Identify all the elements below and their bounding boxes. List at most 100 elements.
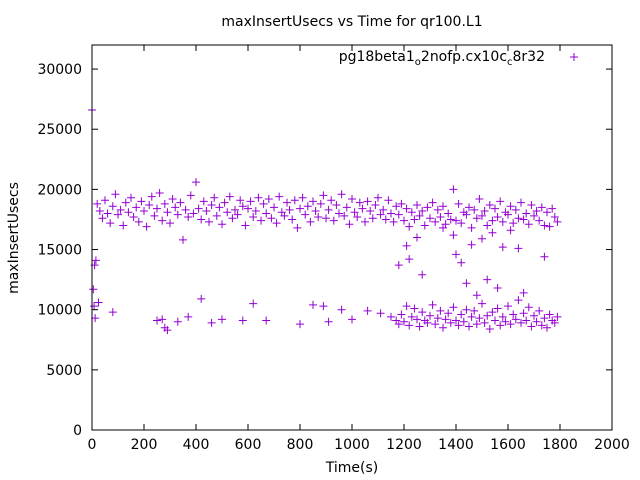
y-tick-label: 20000 <box>37 182 82 198</box>
data-point <box>207 201 216 210</box>
data-point <box>498 243 507 252</box>
data-point <box>483 311 492 320</box>
data-point <box>337 190 346 199</box>
data-point <box>543 208 551 217</box>
data-point <box>238 316 247 325</box>
data-point <box>485 201 494 210</box>
data-point <box>524 303 533 312</box>
data-point <box>376 309 385 318</box>
data-point <box>493 304 502 313</box>
data-point <box>402 302 411 311</box>
data-point <box>426 214 434 223</box>
x-tick-label: 600 <box>235 437 262 453</box>
data-point <box>324 317 333 326</box>
data-point <box>415 211 424 220</box>
data-point <box>478 211 486 220</box>
data-point <box>394 320 403 329</box>
data-point <box>550 213 559 222</box>
data-point <box>488 308 497 317</box>
data-point <box>394 210 403 219</box>
data-point <box>246 197 255 206</box>
data-point <box>322 214 330 223</box>
data-point <box>147 192 156 201</box>
data-point <box>465 322 473 331</box>
data-point <box>218 220 226 229</box>
data-point <box>415 322 424 331</box>
data-point <box>501 317 510 326</box>
plot-area <box>88 105 562 335</box>
data-point <box>366 207 375 216</box>
data-point <box>311 207 320 216</box>
data-point <box>212 211 221 220</box>
data-point <box>207 318 216 327</box>
data-point <box>194 204 203 213</box>
data-point <box>374 193 382 202</box>
x-axis-label: Time(s) <box>325 460 378 476</box>
data-point <box>205 217 213 226</box>
data-point <box>236 196 245 205</box>
x-tick-label: 2000 <box>594 437 630 453</box>
data-point <box>548 204 557 213</box>
data-point <box>262 209 271 218</box>
data-point <box>114 210 122 219</box>
data-point <box>428 198 437 207</box>
data-point <box>254 193 263 202</box>
data-point <box>301 210 310 219</box>
y-tick-label: 30000 <box>37 62 82 78</box>
data-point <box>426 311 434 320</box>
data-point <box>478 234 486 243</box>
data-point <box>553 217 562 226</box>
data-point <box>228 214 237 223</box>
data-point <box>517 318 525 327</box>
data-point <box>506 320 515 329</box>
data-point <box>462 210 471 219</box>
data-point <box>108 308 117 317</box>
data-point <box>387 312 395 321</box>
data-point <box>527 322 536 331</box>
data-point <box>509 219 518 228</box>
x-tick-label: 1800 <box>542 437 578 453</box>
data-point <box>506 226 515 235</box>
data-point <box>298 193 307 202</box>
data-point <box>293 223 302 232</box>
data-point <box>446 215 455 224</box>
data-point <box>340 211 349 220</box>
data-point <box>257 216 265 225</box>
data-point <box>488 216 497 225</box>
data-point <box>150 211 159 220</box>
data-point <box>535 306 544 315</box>
data-point <box>95 207 104 216</box>
data-point <box>241 221 250 230</box>
data-point <box>332 201 341 210</box>
data-point <box>376 210 385 219</box>
data-point <box>519 288 528 297</box>
chart-title: maxInsertUsecs vs Time for qr100.L1 <box>221 14 482 30</box>
data-point <box>264 195 273 203</box>
data-point <box>381 215 390 224</box>
data-point <box>537 203 546 212</box>
data-point <box>363 197 372 206</box>
data-point <box>210 193 219 202</box>
data-point <box>275 192 284 201</box>
data-point <box>506 202 515 211</box>
data-point <box>137 197 146 206</box>
data-point <box>504 302 512 311</box>
data-point <box>389 217 398 226</box>
data-point <box>475 195 484 203</box>
data-point <box>384 196 393 205</box>
data-point <box>316 199 325 208</box>
x-tick-label: 200 <box>131 437 158 453</box>
data-point <box>319 302 328 311</box>
data-point <box>407 208 416 217</box>
data-point <box>94 298 103 307</box>
data-point <box>249 213 258 222</box>
data-point <box>345 220 354 229</box>
data-point <box>530 311 538 320</box>
data-point <box>116 205 125 214</box>
legend-label: pg18beta1o2nofp.cx10cc8r32 <box>339 49 545 68</box>
data-point <box>550 318 559 327</box>
data-point <box>522 316 531 325</box>
data-point <box>467 312 476 321</box>
data-point <box>498 312 507 321</box>
